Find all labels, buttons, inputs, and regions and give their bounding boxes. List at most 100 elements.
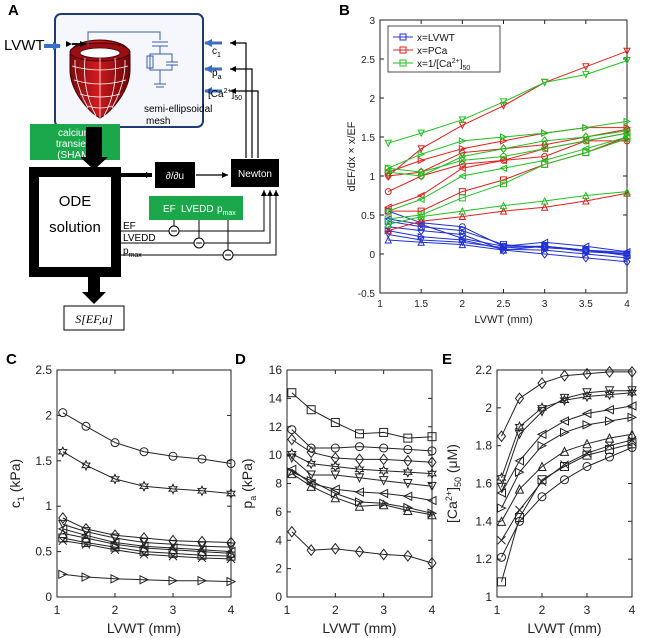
data-point (379, 443, 389, 453)
data-point (497, 577, 506, 587)
data-point (582, 123, 590, 132)
data-point (605, 452, 614, 462)
data-point (514, 429, 525, 440)
data-point (110, 542, 120, 552)
calcium-label-1: calcium (58, 128, 92, 139)
data-point (604, 365, 615, 378)
series-line (62, 537, 232, 557)
data-point (139, 547, 149, 557)
lvedd-to-newton (204, 190, 273, 244)
data-point (458, 240, 467, 249)
data-point (581, 144, 590, 153)
y-axis-label: c1 (kPa) (7, 459, 26, 508)
data-point (58, 569, 68, 580)
data-point (541, 160, 549, 168)
data-point (226, 459, 236, 469)
ode-to-sensitivity-arrow-head (82, 292, 106, 304)
data-point (354, 473, 365, 483)
mesh-label-1: semi-ellipsoidal (144, 104, 212, 115)
series-triangle-up (287, 468, 437, 520)
data-point (384, 171, 392, 181)
series-line (291, 473, 433, 516)
y-axis-label-part: (μM) (444, 444, 460, 477)
target-pmax-sub: max (223, 210, 237, 217)
data-point (582, 388, 592, 398)
x-tick-label: 3 (170, 603, 177, 617)
partial-derivative-box (155, 162, 195, 188)
data-point (226, 548, 236, 558)
legend-label: x=1/[Ca2+]50 (417, 58, 470, 72)
legend-label: x=PCa (417, 46, 448, 57)
chart-e: 1 2 3 4 1 1.2 1.4 1.6 1.8 2 2.2 LVWT (mm) [Ca2+]50 (… (444, 363, 638, 636)
data-point (623, 129, 631, 137)
plot-area-C (56, 369, 232, 598)
ode-to-sensitivity-arrow (88, 276, 100, 294)
data-point (514, 420, 525, 433)
data-point (57, 519, 68, 530)
data-point (623, 117, 632, 126)
series-line (501, 371, 632, 437)
x-tick-label: 1 (377, 299, 383, 310)
data-point (427, 481, 437, 492)
data-point (540, 238, 549, 247)
series-triangle-down (287, 453, 437, 492)
data-point (560, 460, 569, 469)
data-point (306, 457, 317, 470)
series-triangle-left (496, 401, 637, 498)
data-point (330, 470, 341, 481)
y-axis-label-part: [Ca (444, 501, 460, 523)
x-tick-label: 2 (112, 603, 119, 617)
y-axis-label-part: 50 (453, 477, 463, 487)
data-point (497, 503, 507, 513)
data-point (379, 427, 389, 437)
data-point (168, 575, 179, 586)
data-point (81, 421, 91, 431)
data-point (110, 438, 120, 448)
data-point (582, 149, 590, 157)
y-tick-label: 0.5 (361, 211, 375, 222)
data-point (427, 456, 437, 469)
data-point (499, 102, 508, 110)
data-point (458, 116, 467, 124)
legend-label-part: x=PCa (417, 46, 448, 57)
data-point (559, 369, 570, 382)
data-point (58, 533, 68, 543)
newton-label: Newton (238, 169, 272, 180)
data-point (58, 536, 68, 546)
series-line (501, 390, 632, 488)
targets-box (149, 196, 243, 220)
data-point (623, 135, 631, 143)
x-tick-label: 4 (228, 603, 235, 617)
data-point (384, 235, 393, 244)
target-pmax-label: pmax (217, 204, 236, 217)
series-line (388, 192, 628, 232)
y-tick-label: 4 (275, 533, 282, 547)
x-tick-label: 2 (539, 603, 546, 617)
data-point (110, 574, 121, 584)
partial-label: ∂/∂u (166, 171, 184, 182)
y-tick-label: 16 (269, 363, 283, 377)
legend-label-part: x=LVWT (417, 33, 455, 44)
x-axis-label: LVWT (mm) (107, 620, 181, 636)
data-point (499, 98, 508, 107)
data-point (582, 245, 590, 254)
data-point (226, 542, 236, 553)
y-tick-label: 0.5 (35, 545, 52, 559)
y-axis-label-part: p (239, 501, 255, 509)
data-point (384, 220, 393, 228)
data-point (537, 475, 547, 485)
data-point (581, 242, 590, 251)
sensitivity-label: S[EF,u] (75, 312, 113, 326)
data-point (560, 461, 569, 471)
data-point (139, 447, 149, 457)
data-point (417, 156, 426, 165)
data-point (604, 432, 615, 443)
y-tick-label: 1.6 (475, 477, 492, 491)
data-point (110, 533, 120, 544)
data-point (403, 505, 413, 515)
data-point (287, 468, 297, 479)
data-point (286, 464, 297, 475)
series-line (388, 191, 628, 225)
circuit-icon (87, 31, 178, 88)
y-tick-label: 6 (275, 505, 282, 519)
